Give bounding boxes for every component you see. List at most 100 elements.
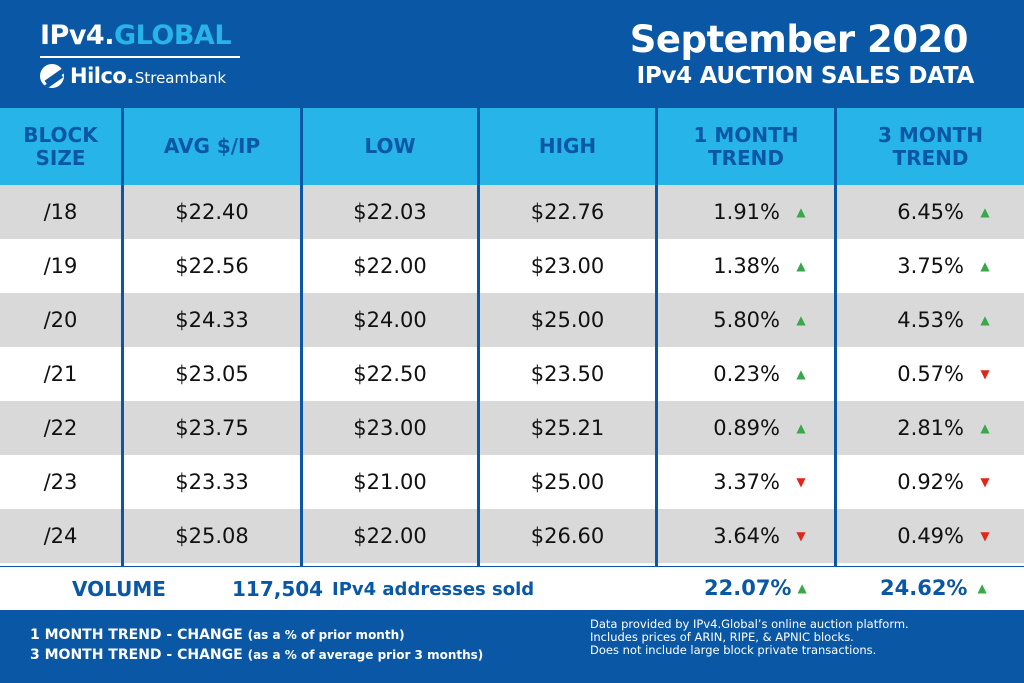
volume-one-month-trend: 22.07% ▲ bbox=[704, 576, 807, 600]
legend-note: (as a % of average prior 3 months) bbox=[247, 648, 484, 662]
trend-value: 0.89% bbox=[713, 416, 780, 440]
avg-price-cell: $25.08 bbox=[175, 524, 249, 548]
table-row: /22 $23.75 $23.00 $25.21 0.89% ▲ 2.81% ▲ bbox=[0, 401, 1024, 455]
legend-note: (as a % of prior month) bbox=[247, 628, 405, 642]
three-month-trend-cell: 0.92% ▼ bbox=[837, 455, 992, 509]
high-price-cell: $23.50 bbox=[530, 362, 605, 386]
volume-three-month-trend: 24.62% ▲ bbox=[880, 576, 987, 600]
table-header-row: BLOCK SIZE AVG $/IP LOW HIGH 1 MONTH TREND… bbox=[0, 108, 1024, 185]
table-row: /20 $24.33 $24.00 $25.00 5.80% ▲ 4.53% ▲ bbox=[0, 293, 1024, 347]
one-month-trend-cell: 5.80% ▲ bbox=[658, 293, 808, 347]
column-header-1-month-trend: 1 MONTH TREND bbox=[658, 108, 834, 185]
footer-note: Includes prices of ARIN, RIPE, & APNIC b… bbox=[590, 630, 854, 644]
legend-main: 1 MONTH TREND - CHANGE bbox=[30, 627, 243, 643]
avg-price-cell: $23.05 bbox=[175, 362, 249, 386]
block-size-cell: /22 bbox=[43, 416, 78, 440]
three-month-trend-cell: 6.45% ▲ bbox=[837, 185, 992, 239]
trend-up-icon: ▲ bbox=[980, 259, 990, 273]
block-size-cell: /18 bbox=[43, 200, 78, 224]
column-header-3-month-trend: 3 MONTH TREND bbox=[837, 108, 1024, 185]
column-header-line: 3 MONTH bbox=[878, 122, 983, 147]
trend-up-icon: ▲ bbox=[980, 205, 990, 219]
trend-value: 3.37% bbox=[713, 470, 780, 494]
column-divider bbox=[655, 108, 658, 566]
three-month-trend-cell: 4.53% ▲ bbox=[837, 293, 992, 347]
one-month-trend-cell: 0.23% ▲ bbox=[658, 347, 808, 401]
trend-value: 5.80% bbox=[713, 308, 780, 332]
trend-value: 24.62% bbox=[880, 576, 968, 600]
table-row: /18 $22.40 $22.03 $22.76 1.91% ▲ 6.45% ▲ bbox=[0, 185, 1024, 239]
footer-banner: 1 MONTH TREND - CHANGE (as a % of prior … bbox=[0, 610, 1024, 683]
trend-up-icon: ▲ bbox=[796, 367, 806, 381]
high-price-cell: $25.00 bbox=[530, 308, 605, 332]
block-size-cell: /23 bbox=[43, 470, 78, 494]
low-price-cell: $22.50 bbox=[353, 362, 427, 386]
trend-value: 4.53% bbox=[897, 308, 964, 332]
logo-divider bbox=[40, 56, 240, 58]
block-size-cell: /21 bbox=[43, 362, 78, 386]
table-row: /19 $22.56 $22.00 $23.00 1.38% ▲ 3.75% ▲ bbox=[0, 239, 1024, 293]
hilco-icon bbox=[40, 64, 64, 88]
one-month-trend-cell: 0.89% ▲ bbox=[658, 401, 808, 455]
column-header-line: 1 MONTH bbox=[693, 122, 799, 147]
auction-table: BLOCK SIZE AVG $/IP LOW HIGH 1 MONTH TREND… bbox=[0, 108, 1024, 566]
low-price-cell: $22.03 bbox=[353, 200, 427, 224]
trend-value: 3.64% bbox=[713, 524, 780, 548]
ipv4-global-logo: IPv4.GLOBAL bbox=[40, 20, 232, 51]
high-price-cell: $26.60 bbox=[530, 524, 605, 548]
one-month-trend-cell: 1.38% ▲ bbox=[658, 239, 808, 293]
header-banner: IPv4.GLOBAL Hilco. Streambank September … bbox=[0, 0, 1024, 108]
column-header-low: LOW bbox=[364, 134, 416, 158]
logo-prefix: IPv4. bbox=[40, 20, 114, 51]
trend-up-icon: ▲ bbox=[980, 313, 990, 327]
column-header-line: SIZE bbox=[35, 145, 86, 170]
logo-suffix: GLOBAL bbox=[113, 20, 232, 51]
low-price-cell: $24.00 bbox=[353, 308, 427, 332]
column-header-line: TREND bbox=[707, 145, 785, 170]
trend-down-icon: ▼ bbox=[796, 475, 806, 489]
column-header-avg: AVG $/IP bbox=[163, 134, 261, 158]
table-row: /21 $23.05 $22.50 $23.50 0.23% ▲ 0.57% ▼ bbox=[0, 347, 1024, 401]
legend-3-month: 3 MONTH TREND - CHANGE (as a % of averag… bbox=[30, 647, 483, 663]
high-price-cell: $23.00 bbox=[530, 254, 605, 278]
trend-value: 6.45% bbox=[897, 200, 964, 224]
high-price-cell: $22.76 bbox=[530, 200, 605, 224]
trend-down-icon: ▼ bbox=[980, 475, 990, 489]
low-price-cell: $23.00 bbox=[353, 416, 427, 440]
avg-price-cell: $23.75 bbox=[175, 416, 249, 440]
volume-row: VOLUME 117,504 IPv4 addresses sold 22.07… bbox=[0, 566, 1024, 610]
high-price-cell: $25.21 bbox=[530, 416, 605, 440]
trend-value: 0.23% bbox=[713, 362, 780, 386]
column-header-line: TREND bbox=[892, 145, 969, 170]
trend-up-icon: ▲ bbox=[797, 581, 807, 595]
low-price-cell: $22.00 bbox=[353, 524, 427, 548]
trend-value: 2.81% bbox=[897, 416, 964, 440]
column-header-block-size: BLOCK SIZE bbox=[0, 108, 121, 185]
trend-up-icon: ▲ bbox=[977, 581, 987, 595]
trend-down-icon: ▼ bbox=[796, 529, 806, 543]
one-month-trend-cell: 3.64% ▼ bbox=[658, 509, 808, 563]
table-row: /23 $23.33 $21.00 $25.00 3.37% ▼ 0.92% ▼ bbox=[0, 455, 1024, 509]
three-month-trend-cell: 3.75% ▲ bbox=[837, 239, 992, 293]
column-header-high: HIGH bbox=[538, 134, 597, 158]
trend-up-icon: ▲ bbox=[796, 205, 806, 219]
block-size-cell: /20 bbox=[43, 308, 78, 332]
three-month-trend-cell: 0.57% ▼ bbox=[837, 347, 992, 401]
three-month-trend-cell: 0.49% ▼ bbox=[837, 509, 992, 563]
trend-value: 0.92% bbox=[897, 470, 964, 494]
one-month-trend-cell: 3.37% ▼ bbox=[658, 455, 808, 509]
hilco-streambank-logo: Hilco. Streambank bbox=[40, 64, 226, 88]
legend-1-month: 1 MONTH TREND - CHANGE (as a % of prior … bbox=[30, 627, 405, 643]
trend-down-icon: ▼ bbox=[980, 367, 990, 381]
volume-description: IPv4 addresses sold bbox=[332, 579, 535, 600]
avg-price-cell: $23.33 bbox=[175, 470, 249, 494]
block-size-cell: /19 bbox=[43, 254, 78, 278]
high-price-cell: $25.00 bbox=[530, 470, 605, 494]
three-month-trend-cell: 2.81% ▲ bbox=[837, 401, 992, 455]
low-price-cell: $21.00 bbox=[353, 470, 427, 494]
trend-up-icon: ▲ bbox=[796, 421, 806, 435]
hilco-name: Hilco. bbox=[70, 64, 134, 88]
trend-up-icon: ▲ bbox=[796, 313, 806, 327]
trend-down-icon: ▼ bbox=[980, 529, 990, 543]
column-divider bbox=[834, 108, 837, 566]
